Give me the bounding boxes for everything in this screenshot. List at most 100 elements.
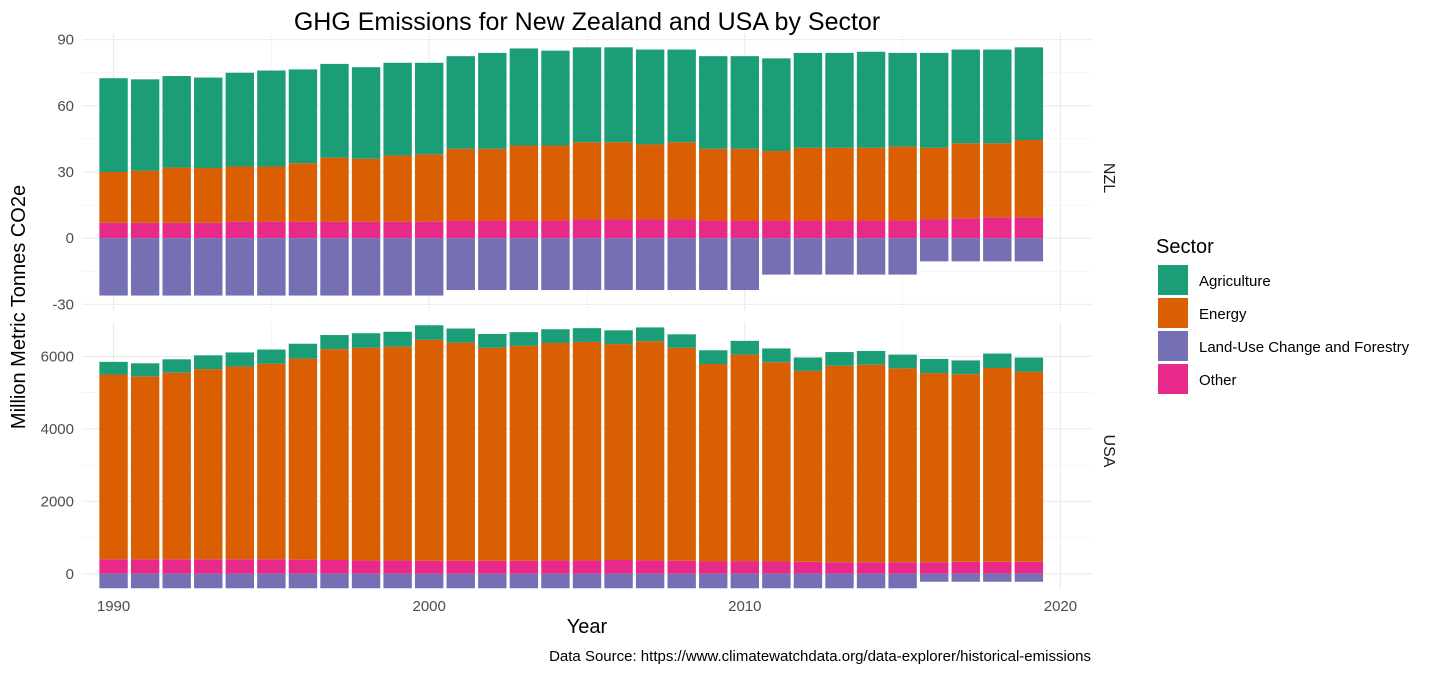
bar-agriculture-2007 (635, 327, 665, 342)
legend-swatch-energy (1158, 298, 1188, 328)
bar-land-use-change-and-forestry-2004 (541, 238, 570, 291)
bar-energy-2009 (699, 364, 728, 562)
bar-energy-2014 (856, 364, 886, 563)
bar-land-use-change-and-forestry-1993 (194, 238, 223, 296)
bar-land-use-change-and-forestry-2017 (951, 573, 980, 582)
bar-agriculture-2015 (888, 52, 917, 147)
bar-agriculture-1996 (288, 343, 318, 359)
bar-agriculture-2018 (983, 353, 1012, 369)
bar-energy-2005 (572, 142, 602, 220)
bar-land-use-change-and-forestry-2000 (414, 573, 444, 589)
bar-energy-1997 (320, 157, 349, 222)
bar-other-2004 (541, 220, 570, 239)
bar-agriculture-2003 (509, 332, 539, 346)
bar-energy-2016 (919, 147, 949, 220)
bar-agriculture-2014 (856, 51, 886, 148)
bar-other-2007 (635, 219, 665, 239)
bar-agriculture-2000 (414, 325, 444, 340)
caption: Data Source: https://www.climatewatchdat… (549, 648, 1091, 665)
bar-other-2016 (919, 219, 949, 239)
bar-other-2010 (730, 220, 760, 239)
bar-agriculture-2016 (919, 52, 949, 148)
bar-land-use-change-and-forestry-2013 (825, 573, 854, 589)
bar-other-2009 (699, 220, 728, 239)
bar-energy-1990 (99, 172, 128, 223)
bar-land-use-change-and-forestry-2019 (1014, 573, 1044, 582)
bar-land-use-change-and-forestry-2004 (541, 573, 570, 589)
bar-energy-2002 (478, 347, 507, 561)
bar-energy-2006 (604, 142, 633, 220)
bar-other-2002 (478, 560, 507, 574)
bar-other-2017 (951, 561, 980, 574)
bar-other-2012 (793, 220, 823, 239)
bar-agriculture-1993 (194, 355, 223, 370)
bar-agriculture-2008 (667, 334, 696, 348)
bar-agriculture-2006 (604, 47, 633, 143)
bar-agriculture-2015 (888, 354, 917, 369)
strip-label-usa: USA (1100, 435, 1117, 468)
bar-energy-1994 (225, 366, 255, 560)
legend-label: Land-Use Change and Forestry (1199, 339, 1410, 356)
bar-energy-2016 (919, 373, 949, 563)
bar-agriculture-2019 (1014, 357, 1044, 372)
bar-energy-2003 (509, 145, 539, 221)
bar-agriculture-2008 (667, 49, 696, 143)
bar-land-use-change-and-forestry-2003 (509, 238, 539, 291)
bar-other-2001 (446, 560, 475, 574)
bar-other-2009 (699, 561, 728, 574)
bar-energy-1998 (351, 158, 381, 222)
bar-land-use-change-and-forestry-2012 (793, 238, 823, 275)
bar-energy-2015 (888, 146, 917, 221)
bar-energy-1996 (288, 163, 318, 222)
bar-other-2000 (414, 560, 444, 574)
bar-other-2017 (951, 218, 980, 239)
bar-energy-2010 (730, 148, 760, 221)
bar-agriculture-2002 (478, 333, 507, 348)
legend-swatch-other (1158, 364, 1188, 394)
bar-other-2005 (572, 219, 602, 239)
legend-swatch-agriculture (1158, 265, 1188, 295)
bar-agriculture-2003 (509, 48, 539, 146)
bar-other-2014 (856, 220, 886, 239)
bar-land-use-change-and-forestry-2019 (1014, 238, 1044, 262)
bar-other-2011 (762, 561, 791, 574)
bar-energy-2018 (983, 368, 1012, 562)
bar-agriculture-1995 (257, 349, 286, 364)
legend: Sector Agriculture Energy Land-Use Change … (1156, 236, 1410, 394)
bar-energy-2001 (446, 342, 475, 561)
bar-agriculture-2013 (825, 52, 854, 148)
bar-agriculture-1998 (351, 67, 381, 159)
bar-agriculture-1990 (99, 78, 128, 172)
legend-label: Other (1199, 372, 1237, 389)
bar-energy-1993 (194, 369, 223, 560)
bar-agriculture-2002 (478, 52, 507, 149)
bar-other-2008 (667, 219, 696, 239)
bar-agriculture-2005 (572, 328, 602, 342)
bar-agriculture-2006 (604, 330, 633, 345)
bar-other-2006 (604, 560, 633, 574)
bar-land-use-change-and-forestry-2010 (730, 238, 760, 291)
bar-land-use-change-and-forestry-1992 (162, 238, 191, 296)
bar-agriculture-2009 (699, 350, 728, 365)
bar-other-1990 (99, 222, 128, 239)
y-tick-label: 30 (57, 164, 74, 181)
bar-land-use-change-and-forestry-2000 (414, 238, 444, 296)
bar-other-2000 (414, 221, 444, 239)
bar-energy-1993 (194, 168, 223, 223)
bar-other-2011 (762, 220, 791, 239)
bar-energy-1992 (162, 167, 191, 223)
bar-energy-2008 (667, 347, 696, 561)
bar-energy-1996 (288, 358, 318, 560)
bar-energy-2014 (856, 147, 886, 221)
y-axis-title: Million Metric Tonnes CO2e (8, 185, 30, 429)
bar-other-1997 (320, 221, 349, 239)
bar-land-use-change-and-forestry-1996 (288, 573, 318, 589)
bar-agriculture-1997 (320, 335, 349, 350)
bar-energy-2004 (541, 145, 570, 221)
bar-other-1999 (383, 221, 412, 239)
bar-energy-2000 (414, 339, 444, 561)
bar-other-2003 (509, 220, 539, 239)
bar-energy-1999 (383, 155, 412, 222)
x-axis: 1990 2000 2010 2020 (97, 598, 1077, 615)
